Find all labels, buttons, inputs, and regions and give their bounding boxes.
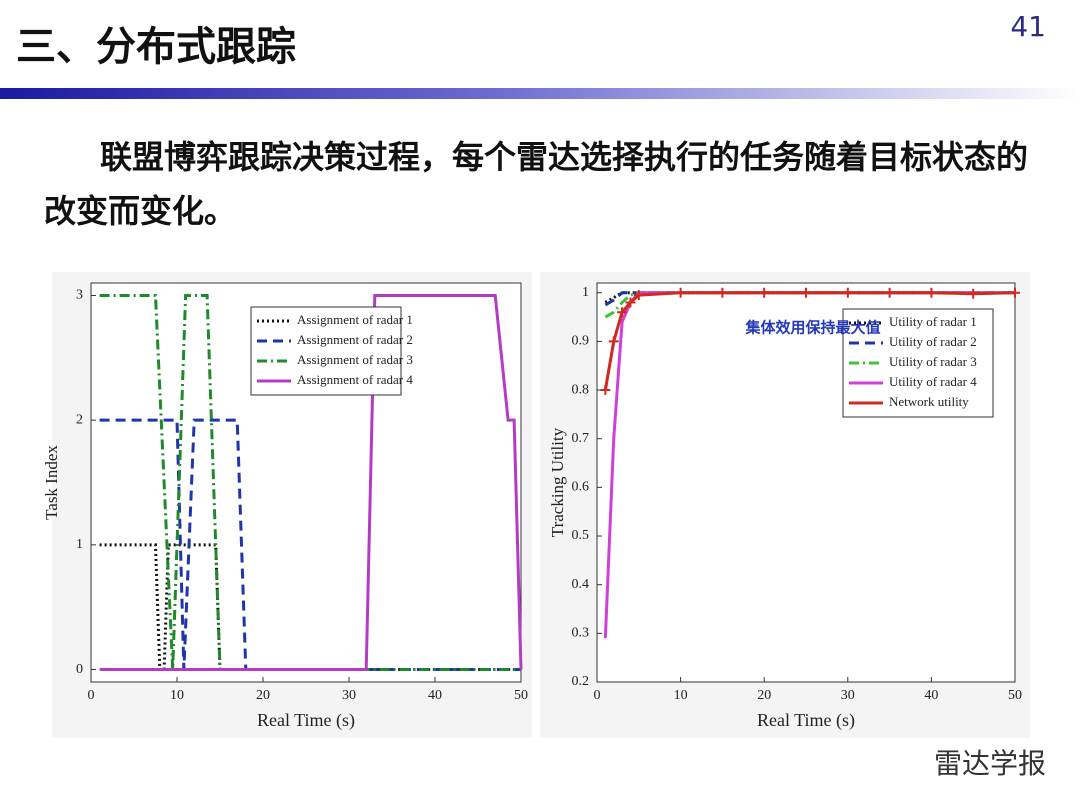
legend-label: Utility of radar 4: [889, 374, 977, 389]
series-line: [99, 293, 523, 672]
marker: [608, 336, 619, 347]
y-tick-label: 1: [76, 537, 83, 552]
marker: [600, 385, 611, 396]
y-tick-label: 0.6: [572, 480, 590, 495]
legend-label: Network utility: [889, 394, 969, 409]
marker: [1010, 287, 1020, 298]
legend-label: Utility of radar 3: [889, 354, 977, 369]
title-bar: [0, 88, 1080, 99]
y-tick-label: 3: [76, 288, 83, 303]
series-line: [603, 291, 1016, 391]
x-axis-label: Real Time (s): [257, 710, 355, 731]
y-tick-label: 0.9: [572, 334, 590, 349]
x-tick-label: 20: [256, 688, 270, 703]
y-tick-label: 0.7: [572, 431, 590, 446]
marker: [759, 287, 770, 298]
y-tick-label: 1: [582, 285, 589, 300]
x-tick-label: 20: [757, 688, 771, 703]
legend-label: Utility of radar 1: [889, 314, 977, 329]
legend-label: Assignment of radar 1: [297, 312, 413, 327]
y-tick-label: 2: [76, 412, 83, 427]
y-tick-label: 0.4: [572, 577, 590, 592]
x-tick-label: 30: [342, 688, 356, 703]
marker: [926, 287, 937, 298]
x-tick-label: 40: [428, 688, 442, 703]
x-tick-label: 0: [594, 688, 601, 703]
marker: [801, 287, 811, 298]
legend-box: [842, 308, 994, 418]
series-line: [99, 543, 521, 672]
annotation: 集体效用保持最大值: [744, 319, 880, 337]
marker: [842, 287, 853, 298]
y-tick-label: 0.5: [572, 528, 590, 543]
marker: [968, 288, 979, 299]
marker: [884, 287, 895, 298]
x-tick-label: 10: [170, 688, 184, 703]
marker: [625, 297, 636, 308]
y-axis-label: Task Index: [42, 445, 61, 520]
watermark: 雷达学报: [933, 747, 1046, 780]
legend-label: Assignment of radar 2: [297, 332, 413, 347]
x-tick-label: 0: [88, 688, 95, 703]
marker: [717, 287, 728, 298]
x-tick-label: 10: [674, 688, 688, 703]
x-tick-label: 50: [1008, 688, 1022, 703]
x-tick-label: 50: [514, 688, 528, 703]
page-number: 41: [1010, 10, 1046, 43]
legend-label: Assignment of radar 3: [297, 352, 413, 367]
legend-label: Utility of radar 2: [889, 334, 977, 349]
x-tick-label: 30: [841, 688, 855, 703]
y-axis-label: Tracking Utility: [548, 427, 567, 537]
paragraph: 联盟博弈跟踪决策过程，每个雷达选择执行的任务随着目标状态的改变而变化。: [44, 138, 1029, 230]
marker: [675, 287, 686, 298]
slide-title: 三、分布式跟踪: [16, 24, 296, 70]
marker: [633, 290, 644, 301]
x-tick-label: 40: [924, 688, 938, 703]
marker: [617, 307, 628, 318]
legend-label: Assignment of radar 4: [297, 372, 413, 387]
y-tick-label: 0.2: [572, 674, 590, 689]
y-tick-label: 0.8: [572, 382, 590, 397]
y-tick-label: 0: [76, 662, 83, 677]
x-axis-label: Real Time (s): [757, 710, 855, 731]
y-tick-label: 0.3: [572, 626, 590, 641]
